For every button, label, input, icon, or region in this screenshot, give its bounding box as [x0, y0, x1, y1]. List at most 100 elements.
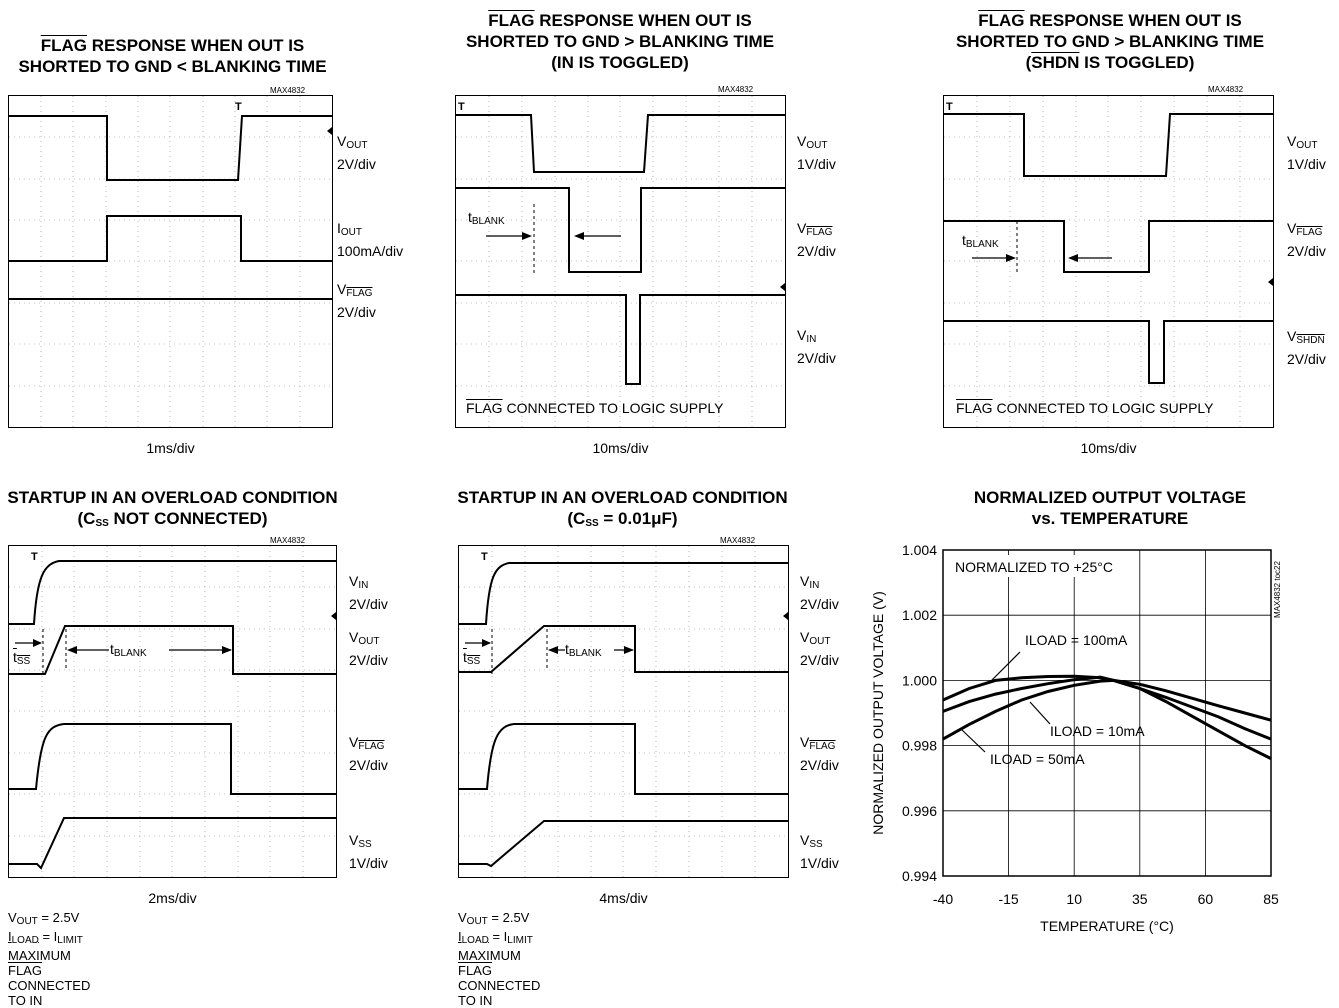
chart-title-line-1: NORMALIZED OUTPUT VOLTAGE [973, 488, 1247, 507]
channel-scale: 2V/div [349, 596, 388, 612]
channel-scale: 1V/div [349, 855, 388, 871]
scope-screen: T tSS tBLANK [8, 545, 337, 878]
channel-label: VOUT 2V/div [337, 133, 376, 172]
trigger-level-marker [780, 283, 785, 291]
panel-title: STARTUP IN AN OVERLOAD CONDITION (CSS NO… [7, 488, 338, 529]
flag-text: FLAG [978, 11, 1025, 30]
x-axis-label: TEMPERATURE (°C) [1040, 918, 1174, 934]
title-line-1: STARTUP IN AN OVERLOAD CONDITION [7, 488, 338, 507]
series-leader-1 [1029, 701, 1051, 725]
title-line-2: SHORTED TO GND < BLANKING TIME [18, 57, 327, 76]
series-leader-2 [961, 729, 986, 753]
trigger-level-marker [327, 127, 332, 135]
channel-scale: 1V/div [1287, 156, 1326, 172]
toc-id: MAX4832 toc22 [1273, 561, 1282, 618]
y-tick-label: 1.000 [902, 672, 937, 688]
tblank-label: tBLANK [468, 209, 505, 227]
trace-vout [9, 625, 336, 675]
timebase-label: 4ms/div [599, 890, 648, 906]
flag-text: FLAG [40, 36, 88, 55]
scope-traces: T [459, 546, 788, 877]
note-rest: CONNECTED TO LOGIC SUPPLY [506, 400, 724, 416]
panel-title: FLAG RESPONSE WHEN OUT IS SHORTED TO GND… [450, 10, 790, 73]
channel-label: VFLAG 2V/div [797, 220, 836, 259]
y-tick-label: 0.998 [902, 738, 937, 754]
tblank-label: tBLANK [565, 641, 602, 659]
x-tick-label: 60 [1198, 891, 1214, 907]
x-tick-label: -15 [998, 891, 1018, 907]
trace-vin [456, 294, 785, 385]
series-label-1: ILOAD = 10mA [1050, 723, 1145, 739]
channel-scale: 2V/div [797, 243, 836, 259]
tss-label: tSS [463, 649, 481, 667]
timebase-label: 10ms/div [1080, 440, 1137, 456]
channel-scale: 2V/div [337, 304, 376, 320]
trace-vout [944, 113, 1273, 177]
y-tick-label: 0.994 [902, 868, 937, 884]
flag-text: FLAG [956, 400, 993, 416]
channel-scale: 2V/div [337, 156, 376, 172]
channel-label: VIN 2V/div [797, 327, 836, 366]
channel-label: IOUT 100mA/div [337, 220, 404, 259]
graticule [456, 96, 785, 427]
trigger-level-marker [1268, 278, 1273, 286]
trigger-marker: T [481, 551, 488, 563]
x-tick-label: 85 [1263, 891, 1279, 907]
test-conditions: VOUT = 2.5V ILOAD = ILIMIT MAXIMUM FLAG … [8, 910, 91, 1008]
graticule [9, 546, 336, 877]
trace-vout [9, 115, 332, 181]
x-tick-label: 10 [1066, 891, 1082, 907]
trace-vss [9, 817, 336, 870]
scope-traces: T [456, 96, 785, 427]
scope-traces: T [9, 546, 336, 877]
title-line-2: SHORTED TO GND > BLANKING TIME [955, 32, 1265, 51]
channel-scale: 2V/div [800, 652, 839, 668]
trace-vss [459, 820, 788, 868]
flag-text: FLAG [466, 400, 503, 416]
y-tick-label: 1.004 [902, 542, 937, 558]
channel-scale: 2V/div [349, 757, 388, 773]
trace-vout [459, 625, 788, 673]
trigger-marker: T [235, 101, 242, 113]
channel-label: VSHDN 2V/div [1287, 328, 1326, 367]
tss-label: tSS [13, 649, 31, 667]
channel-label: VIN 2V/div [349, 573, 388, 612]
title-line-1: RESPONSE WHEN OUT IS [87, 36, 305, 55]
channel-label: VOUT 1V/div [1287, 133, 1326, 172]
plot-frame [942, 549, 1272, 877]
channel-label: VFLAG 2V/div [337, 281, 376, 320]
trace-vflag [456, 187, 785, 273]
title-line-1: RESPONSE WHEN OUT IS [1024, 11, 1242, 30]
x-tick-label: -40 [933, 891, 953, 907]
channel-scale: 2V/div [800, 596, 839, 612]
normalization-note: NORMALIZED TO +25°C [955, 559, 1113, 575]
tblank-label: tBLANK [962, 232, 999, 250]
chart-title: NORMALIZED OUTPUT VOLTAGE vs. TEMPERATUR… [930, 487, 1290, 529]
timebase-label: 10ms/div [592, 440, 649, 456]
title-line-2: SHORTED TO GND > BLANKING TIME [465, 32, 775, 51]
trace-vflag [9, 723, 336, 795]
series-label-0: ILOAD = 100mA [1025, 632, 1128, 648]
trigger-marker: T [946, 101, 953, 113]
note-text: FLAG CONNECTED TO LOGIC SUPPLY [466, 400, 724, 416]
channel-scale: 2V/div [1287, 351, 1326, 367]
channel-label: VOUT 2V/div [349, 629, 388, 668]
title-line-1: STARTUP IN AN OVERLOAD CONDITION [457, 488, 788, 507]
timebase-label: 2ms/div [148, 890, 197, 906]
trace-vflag [459, 723, 788, 795]
trace-vshdn [944, 320, 1273, 384]
series-line-0 [942, 674, 1272, 722]
x-tick-label: 35 [1132, 891, 1148, 907]
scope-traces: T [9, 96, 332, 427]
scope-screen: T tSS tBLANK [458, 545, 789, 878]
channel-scale: 2V/div [797, 350, 836, 366]
y-tick-label: 1.002 [902, 607, 937, 623]
trace-vout [456, 114, 785, 173]
timebase-label: 1ms/div [146, 440, 195, 456]
y-tick-label: 0.996 [902, 803, 937, 819]
channel-scale: 1V/div [797, 156, 836, 172]
note-text: FLAG CONNECTED TO LOGIC SUPPLY [956, 400, 1214, 416]
channel-label: VOUT 1V/div [797, 133, 836, 172]
annotation-bg [947, 555, 1119, 577]
scope-traces: T [944, 96, 1273, 427]
